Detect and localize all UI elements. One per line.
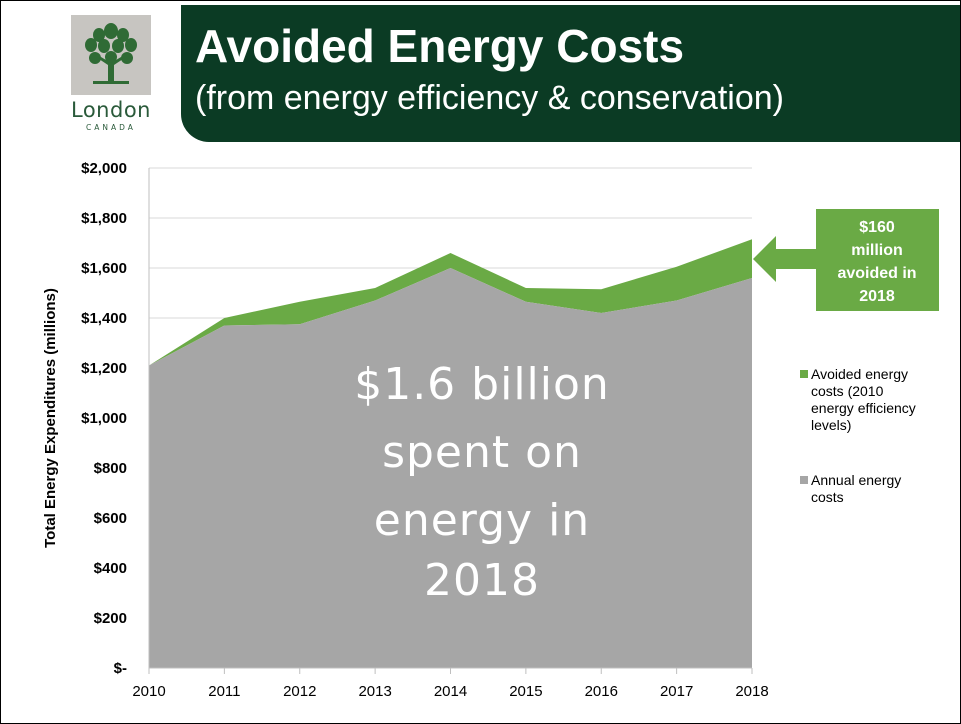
logo-box — [71, 15, 151, 95]
tree-icon — [85, 23, 137, 84]
overlay-line: $1.6 billion — [354, 359, 610, 410]
legend-annual-label: costs — [811, 489, 844, 505]
legend-annual-label: Annual energy — [811, 472, 901, 488]
x-tick-label: 2015 — [509, 683, 542, 700]
overlay-line: energy in — [374, 495, 590, 546]
overlay-annotation: $1.6 billion spent on energy in 2018 — [354, 359, 610, 606]
callout-annotation: $160 million avoided in 2018 — [753, 209, 939, 311]
legend-avoided-label: energy efficiency — [811, 400, 916, 416]
title-banner: Avoided Energy Costs (from energy effici… — [181, 5, 960, 142]
x-tick-label: 2017 — [660, 683, 693, 700]
annual-energy-area — [149, 268, 752, 668]
legend-avoided-label: costs (2010 — [811, 383, 884, 399]
x-tick-label: 2011 — [208, 683, 240, 700]
x-tick-labels: 2010 2011 2012 2013 2014 2015 2016 2017 2018 — [132, 668, 769, 700]
callout-line: $160 — [859, 219, 895, 236]
y-tick-label: $- — [114, 660, 127, 677]
overlay-line: 2018 — [424, 555, 540, 606]
y-axis-label: Total Energy Expenditures (millions) — [42, 288, 59, 548]
callout-arrow — [753, 236, 816, 282]
london-logo: London CANADA — [63, 15, 159, 139]
logo-subtitle: CANADA — [86, 123, 136, 132]
y-tick-label: $1,000 — [81, 410, 127, 427]
legend-avoided-swatch — [800, 370, 808, 378]
legend-avoided-label: levels) — [811, 417, 851, 433]
y-tick-label: $200 — [94, 610, 127, 627]
logo-wordmark: London — [71, 98, 151, 122]
y-tick-label: $800 — [94, 460, 127, 477]
x-tick-label: 2013 — [358, 683, 391, 700]
x-tick-label: 2014 — [434, 683, 467, 700]
y-tick-label: $1,800 — [81, 210, 127, 227]
callout-line: avoided in — [837, 265, 916, 282]
callout-line: million — [851, 242, 903, 259]
y-tick-label: $2,000 — [81, 160, 127, 177]
x-tick-label: 2018 — [735, 683, 768, 700]
x-tick-label: 2010 — [132, 683, 165, 700]
slide-title: Avoided Energy Costs — [195, 20, 685, 72]
x-tick-label: 2016 — [585, 683, 618, 700]
callout-box — [816, 209, 939, 311]
y-tick-label: $1,200 — [81, 360, 127, 377]
legend-avoided-label: Avoided energy — [811, 366, 908, 382]
x-tick-label: 2012 — [283, 683, 316, 700]
chart-areas — [149, 239, 752, 668]
y-tick-label: $1,400 — [81, 310, 127, 327]
legend-annual-swatch — [800, 476, 808, 484]
y-tick-labels: $- $200 $400 $600 $800 $1,000 $1,200 $1,400 $1,6… — [81, 160, 127, 677]
overlay-line: spent on — [382, 427, 582, 478]
callout-line: 2018 — [859, 288, 895, 305]
slide-subtitle: (from energy efficiency & conservation) — [195, 79, 784, 117]
avoided-energy-area — [149, 239, 752, 366]
y-tick-label: $600 — [94, 510, 127, 527]
y-tick-label: $400 — [94, 560, 127, 577]
y-tick-label: $1,600 — [81, 260, 127, 277]
